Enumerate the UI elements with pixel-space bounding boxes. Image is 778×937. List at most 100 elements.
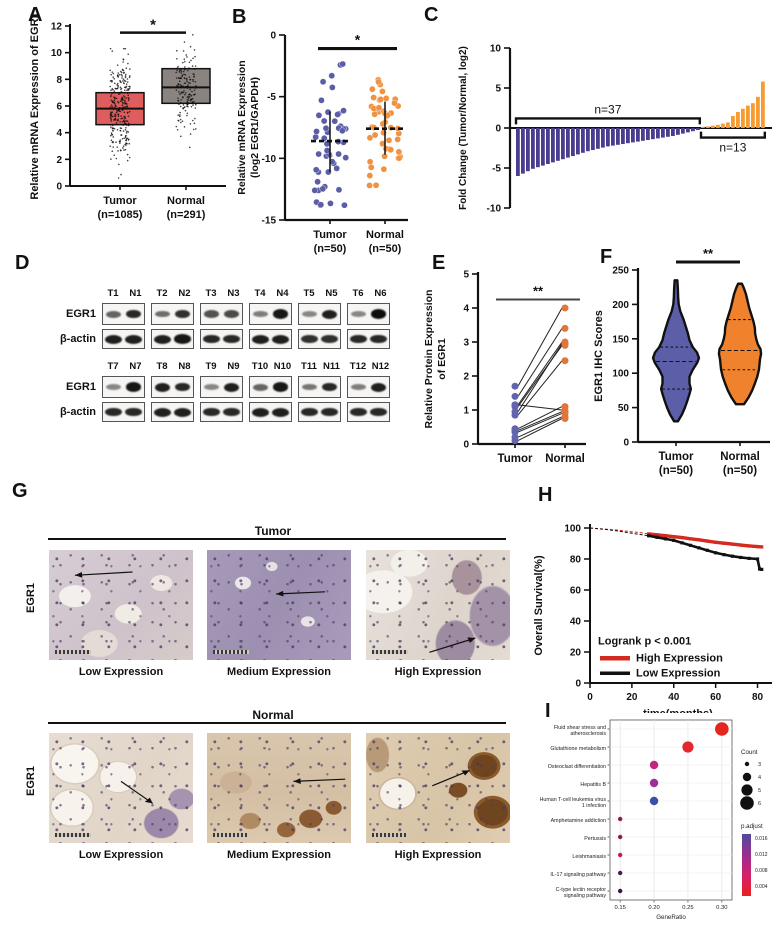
protein-band <box>104 334 122 344</box>
blot-box-actin <box>151 402 194 422</box>
blot-box-actin <box>102 402 145 422</box>
arrow-annotation <box>49 550 193 578</box>
svg-text:Logrank p < 0.001: Logrank p < 0.001 <box>598 635 691 647</box>
tissue-group-title: Normal <box>252 708 294 722</box>
svg-text:4: 4 <box>463 304 469 315</box>
protein-band <box>272 334 290 344</box>
svg-text:IL-17 signaling pathway: IL-17 signaling pathway <box>550 872 606 878</box>
lane-label: N1 <box>129 288 142 299</box>
expression-caption: Medium Expression <box>227 849 331 861</box>
svg-text:Amphetamine addiction: Amphetamine addiction <box>551 818 606 824</box>
svg-text:Relative Protein Expression: Relative Protein Expression <box>423 290 435 429</box>
protein-band <box>174 334 192 344</box>
lane-label: T10 <box>251 361 269 372</box>
blot-box-actin <box>200 402 243 422</box>
svg-text:-10: -10 <box>262 154 277 165</box>
lane-label: N9 <box>227 361 240 372</box>
lane-label: N11 <box>323 361 340 372</box>
ihc-micrograph-tumor-high <box>366 550 510 660</box>
svg-text:Tumor: Tumor <box>659 451 694 463</box>
svg-text:n=37: n=37 <box>594 102 621 116</box>
protein-band <box>203 310 219 318</box>
svg-text:(n=291): (n=291) <box>167 209 206 221</box>
blot-box-actin <box>298 329 341 349</box>
svg-text:Normal: Normal <box>366 229 404 241</box>
protein-band <box>251 334 269 344</box>
blot-box-actin <box>151 329 194 349</box>
svg-text:5: 5 <box>495 84 501 95</box>
arrow-annotation <box>366 550 510 660</box>
scale-bar <box>372 833 408 837</box>
blot-box-actin <box>200 329 243 349</box>
svg-text:2: 2 <box>463 372 469 383</box>
svg-text:-10: -10 <box>487 204 502 215</box>
blot-group: T10 N10 <box>249 361 294 422</box>
protein-band <box>371 382 387 392</box>
lane-label: T5 <box>303 288 315 299</box>
panel-c-waterfall: 10 5 0 -5 -10 n=37 n=13 Fold Change (Tumor/Norm… <box>458 44 772 215</box>
protein-band <box>370 407 388 417</box>
lane-label: T7 <box>107 361 119 372</box>
svg-text:0: 0 <box>587 692 593 703</box>
svg-text:C-type lectin receptor: C-type lectin receptor <box>556 887 607 893</box>
lane-label: N10 <box>273 361 292 372</box>
panel-label-c: C <box>424 4 439 26</box>
protein-band <box>322 382 338 392</box>
svg-text:20: 20 <box>626 692 638 703</box>
blot-box-egr1 <box>151 303 194 325</box>
ihc-micrograph-tumor-low <box>49 550 193 660</box>
svg-text:*: * <box>355 32 361 48</box>
protein-band <box>322 309 338 319</box>
svg-text:**: ** <box>703 246 714 261</box>
egr1-side-label: EGR1 <box>25 583 37 613</box>
svg-text:10: 10 <box>51 48 63 59</box>
panel-label-f: F <box>600 246 613 268</box>
group-underline <box>48 538 506 540</box>
svg-text:High Expression: High Expression <box>636 652 723 664</box>
ihc-micrograph-tumor-medium <box>207 550 351 660</box>
svg-text:GeneRatio: GeneRatio <box>656 914 686 921</box>
protein-band <box>321 407 339 417</box>
panel-label-d: D <box>15 252 30 274</box>
tissue-group-title: Tumor <box>254 524 292 538</box>
blot-box-actin <box>347 402 390 422</box>
protein-band <box>126 382 142 392</box>
lane-label: T12 <box>349 361 367 372</box>
arrow-annotation <box>207 590 351 597</box>
svg-text:0: 0 <box>56 182 62 193</box>
svg-text:Osteoclast differentiation: Osteoclast differentiation <box>548 764 606 770</box>
svg-text:0: 0 <box>463 440 469 451</box>
svg-text:(n=1085): (n=1085) <box>98 209 143 221</box>
svg-text:40: 40 <box>570 617 582 628</box>
svg-text:12: 12 <box>51 22 63 33</box>
protein-band <box>370 334 388 344</box>
blot-box-egr1 <box>102 376 145 398</box>
protein-band <box>175 309 191 319</box>
expression-caption: Medium Expression <box>227 666 331 678</box>
panel-d-western-blots: EGR1 β-actin T1 N1 T2 N2 T3 N3 T4 N4 T5 N5 T6 N6 EGR1 β… <box>52 288 420 434</box>
svg-text:0: 0 <box>270 31 276 42</box>
protein-band <box>105 310 121 318</box>
lane-label: T2 <box>156 288 168 299</box>
panel-label-e: E <box>432 252 446 274</box>
blot-box-actin <box>249 329 292 349</box>
protein-band <box>349 334 367 344</box>
protein-band <box>154 382 170 392</box>
svg-text:5: 5 <box>463 270 469 281</box>
blot-group: T1 N1 <box>102 288 147 349</box>
svg-text:Overall Survival(%): Overall Survival(%) <box>533 555 545 656</box>
svg-text:Tumor: Tumor <box>498 453 533 465</box>
blot-group: T9 N9 <box>200 361 245 422</box>
svg-text:EGR1 IHC Scores: EGR1 IHC Scores <box>593 310 605 402</box>
protein-band <box>300 334 318 344</box>
arrow-annotation <box>49 733 193 843</box>
svg-text:**: ** <box>533 284 544 299</box>
lane-label: T4 <box>254 288 266 299</box>
svg-text:2: 2 <box>56 155 62 166</box>
svg-text:Normal: Normal <box>167 195 205 207</box>
svg-text:signaling pathway: signaling pathway <box>564 893 606 899</box>
egr1-side-label: EGR1 <box>25 766 37 796</box>
panel-a-boxplot: 0 2 4 6 8 10 12 Tumor (n=1085) Normal (n=291) * Rela… <box>29 12 226 221</box>
beta-actin-row-label: β-actin <box>59 333 96 345</box>
blot-box-egr1 <box>298 376 341 398</box>
